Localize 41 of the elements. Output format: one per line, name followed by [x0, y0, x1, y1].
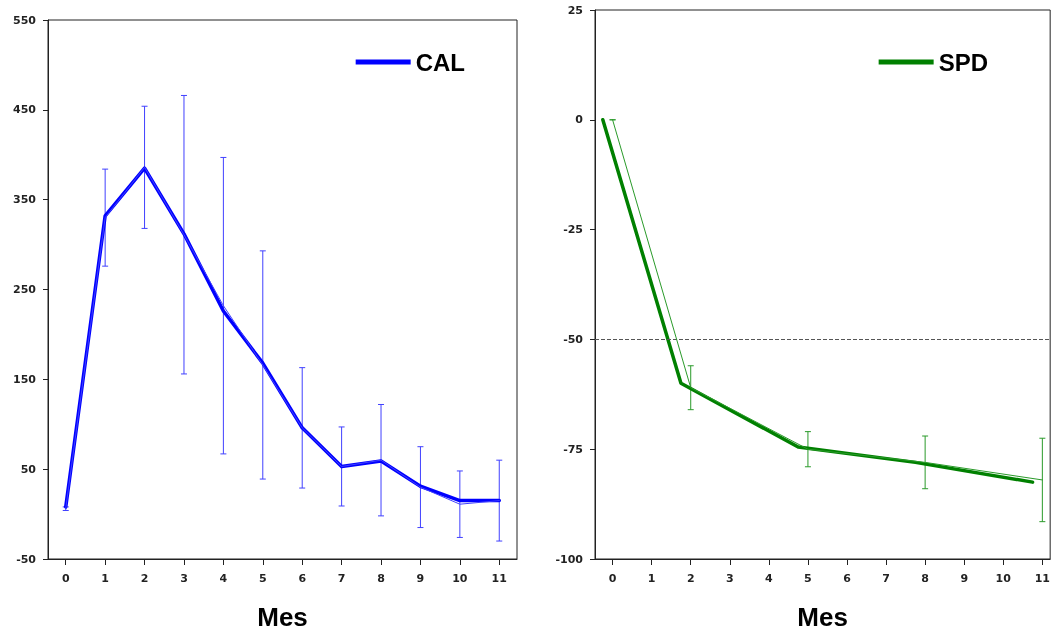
x-tick-label: 2 [140, 572, 149, 585]
x-tick-label: 4 [765, 572, 774, 585]
x-tick-label: 0 [61, 572, 70, 585]
x-tick-label: 7 [882, 572, 890, 585]
y-tick-label: 450 [13, 103, 37, 117]
x-tick-label: 4 [219, 572, 228, 585]
x-tick-label: 7 [337, 572, 346, 585]
x-tick-label: 6 [298, 572, 307, 585]
legend-label: SPD [938, 48, 989, 76]
x-tick-label: 5 [804, 572, 812, 585]
x-tick-label: 9 [416, 572, 425, 585]
y-tick-label: 50 [20, 462, 37, 476]
x-tick-label: 9 [960, 572, 969, 585]
y-tick-label: -100 [555, 552, 584, 566]
y-tick-label: -50 [16, 552, 37, 566]
x-tick-label: 0 [608, 572, 617, 585]
x-tick-label: 10 [995, 572, 1012, 585]
y-tick-label: -50 [563, 332, 584, 346]
x-tick-label: 1 [101, 572, 109, 585]
x-tick-label: 3 [725, 572, 734, 585]
y-tick-label: 150 [13, 372, 37, 386]
y-tick-label: 0 [575, 113, 584, 127]
x-tick-label: 11 [491, 572, 507, 585]
x-tick-label: 8 [921, 572, 929, 585]
x-tick-label: 10 [452, 572, 468, 585]
x-tick-label: 5 [258, 572, 267, 585]
y-tick-label: 25 [567, 3, 583, 17]
x-tick-label: 8 [377, 572, 385, 585]
legend-label: CAL [415, 48, 465, 76]
y-tick-label: 350 [13, 193, 37, 207]
x-tick-label: 11 [1034, 572, 1050, 585]
x-tick-label: 1 [647, 572, 656, 585]
x-tick-label: 6 [843, 572, 852, 585]
y-tick-label: 250 [13, 283, 37, 296]
x-tick-label: 2 [686, 572, 695, 585]
x-axis-title: Mes [257, 602, 308, 632]
x-axis-title: Mes [797, 602, 848, 632]
y-tick-label: -25 [563, 223, 583, 237]
y-tick-label: -75 [563, 442, 583, 456]
x-tick-label: 3 [180, 572, 188, 585]
y-tick-label: 550 [13, 13, 37, 27]
